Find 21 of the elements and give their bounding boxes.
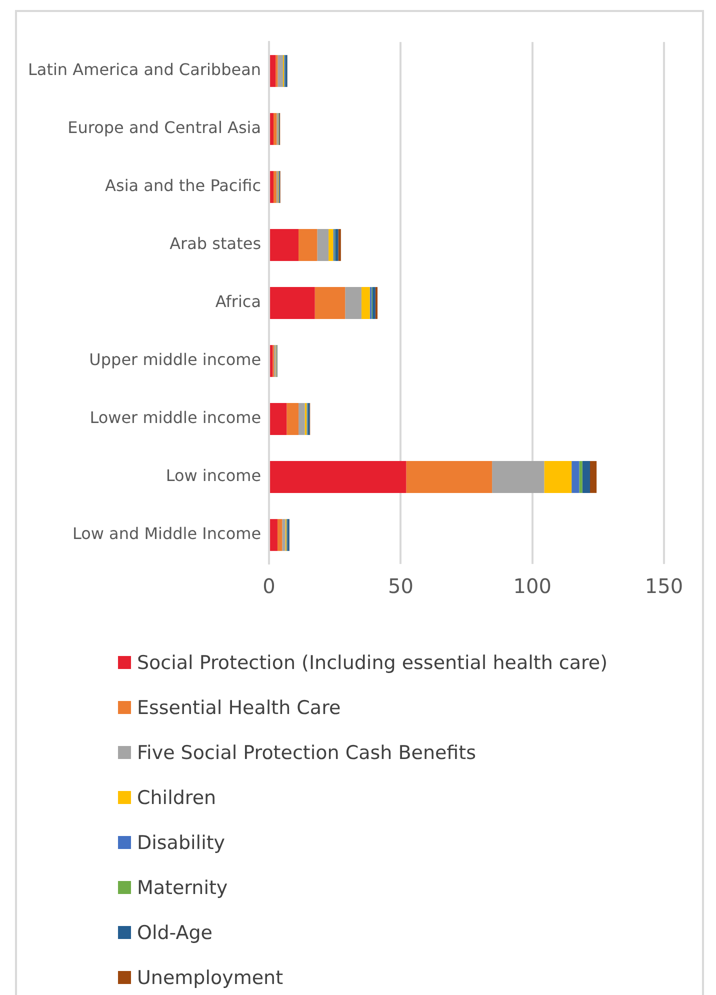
x-tick-label: 150 (644, 574, 684, 598)
y-tick-label: Latin America and Caribbean (28, 60, 262, 80)
y-tick-label: Arab states (170, 234, 262, 254)
y-tick-label: Low income (166, 466, 262, 486)
x-tick-label: 50 (388, 574, 414, 598)
legend-label: Social Protection (Including essential health care) (137, 652, 608, 674)
y-tick-label: Asia and the Pacific (105, 176, 262, 196)
y-tick-label: Lower middle income (90, 408, 262, 428)
legend-label: Five Social Protection Cash Benefits (137, 742, 476, 764)
y-tick-label: Low and Middle Income (72, 524, 262, 544)
x-tick-label: 0 (262, 574, 276, 598)
legend-label: Maternity (137, 876, 228, 898)
legend-label: Children (137, 786, 216, 808)
y-tick-label: Upper middle income (89, 350, 262, 370)
legend-label: Essential Health Care (137, 696, 341, 718)
legend-label: Unemployment (137, 966, 284, 988)
y-tick-label: Africa (215, 292, 262, 312)
legend-label: Disability (137, 832, 226, 854)
x-tick-label: 100 (513, 574, 552, 598)
y-tick-label: Europe and Central Asia (68, 118, 262, 138)
legend-label: Old-Age (137, 922, 212, 944)
